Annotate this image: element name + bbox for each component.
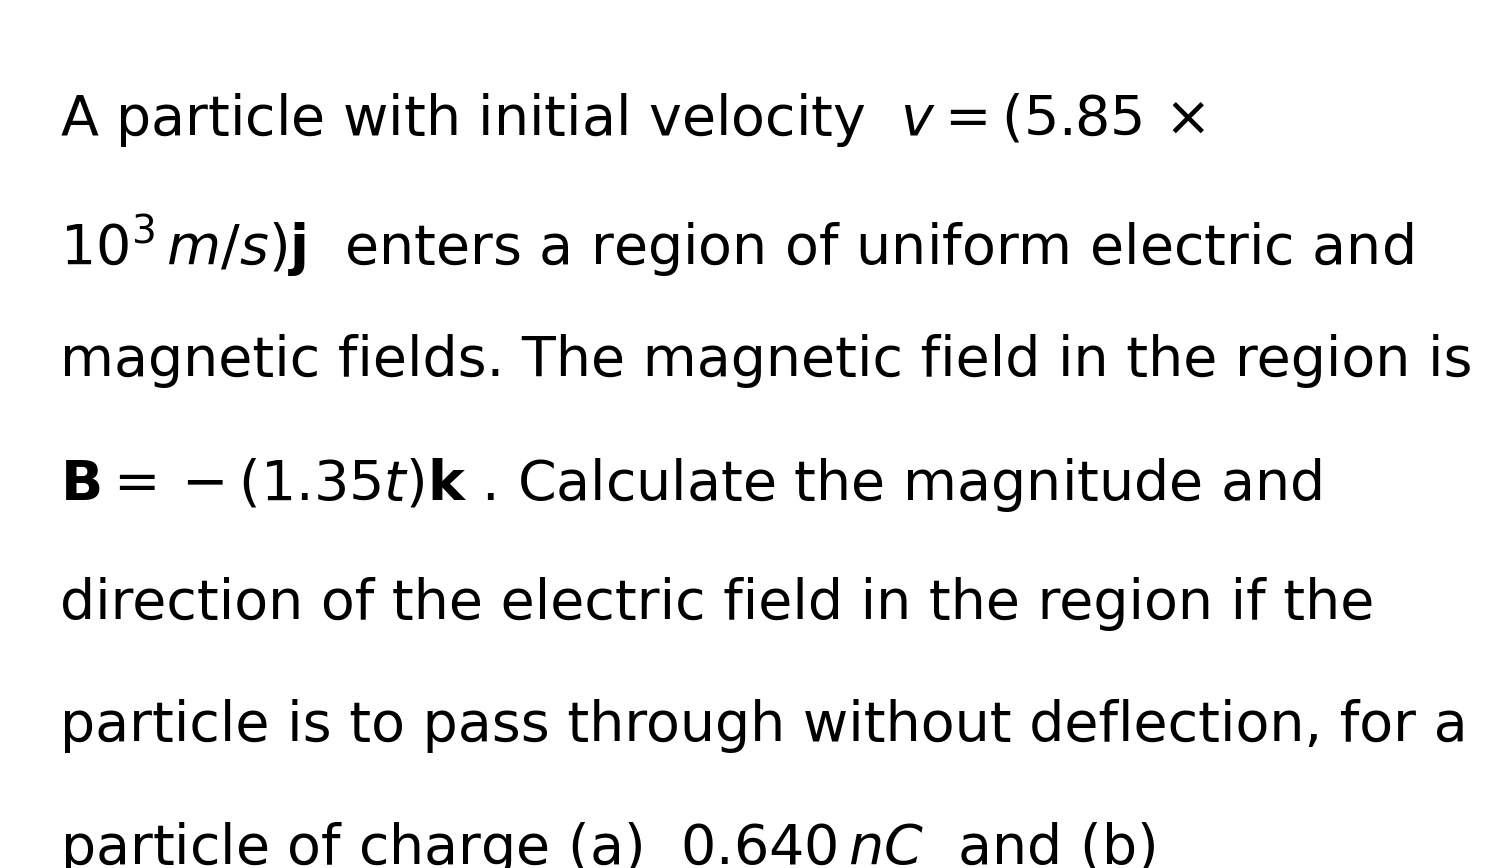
Text: magnetic fields. The magnetic field in the region is: magnetic fields. The magnetic field in t… xyxy=(60,334,1473,388)
Text: particle is to pass through without deflection, for a: particle is to pass through without defl… xyxy=(60,699,1467,753)
Text: $\mathbf{B} = -(1.35t)\mathbf{k}$ . Calculate the magnitude and: $\mathbf{B} = -(1.35t)\mathbf{k}$ . Calc… xyxy=(60,456,1322,514)
Text: direction of the electric field in the region if the: direction of the electric field in the r… xyxy=(60,577,1374,631)
Text: particle of charge (a)  $0.640\,nC$  and (b): particle of charge (a) $0.640\,nC$ and (… xyxy=(60,820,1155,868)
Text: A particle with initial velocity  $v = (5.85\,\times$: A particle with initial velocity $v = (5… xyxy=(60,91,1206,149)
Text: $10^3\,m/s)\mathbf{j}$  enters a region of uniform electric and: $10^3\,m/s)\mathbf{j}$ enters a region o… xyxy=(60,213,1413,280)
